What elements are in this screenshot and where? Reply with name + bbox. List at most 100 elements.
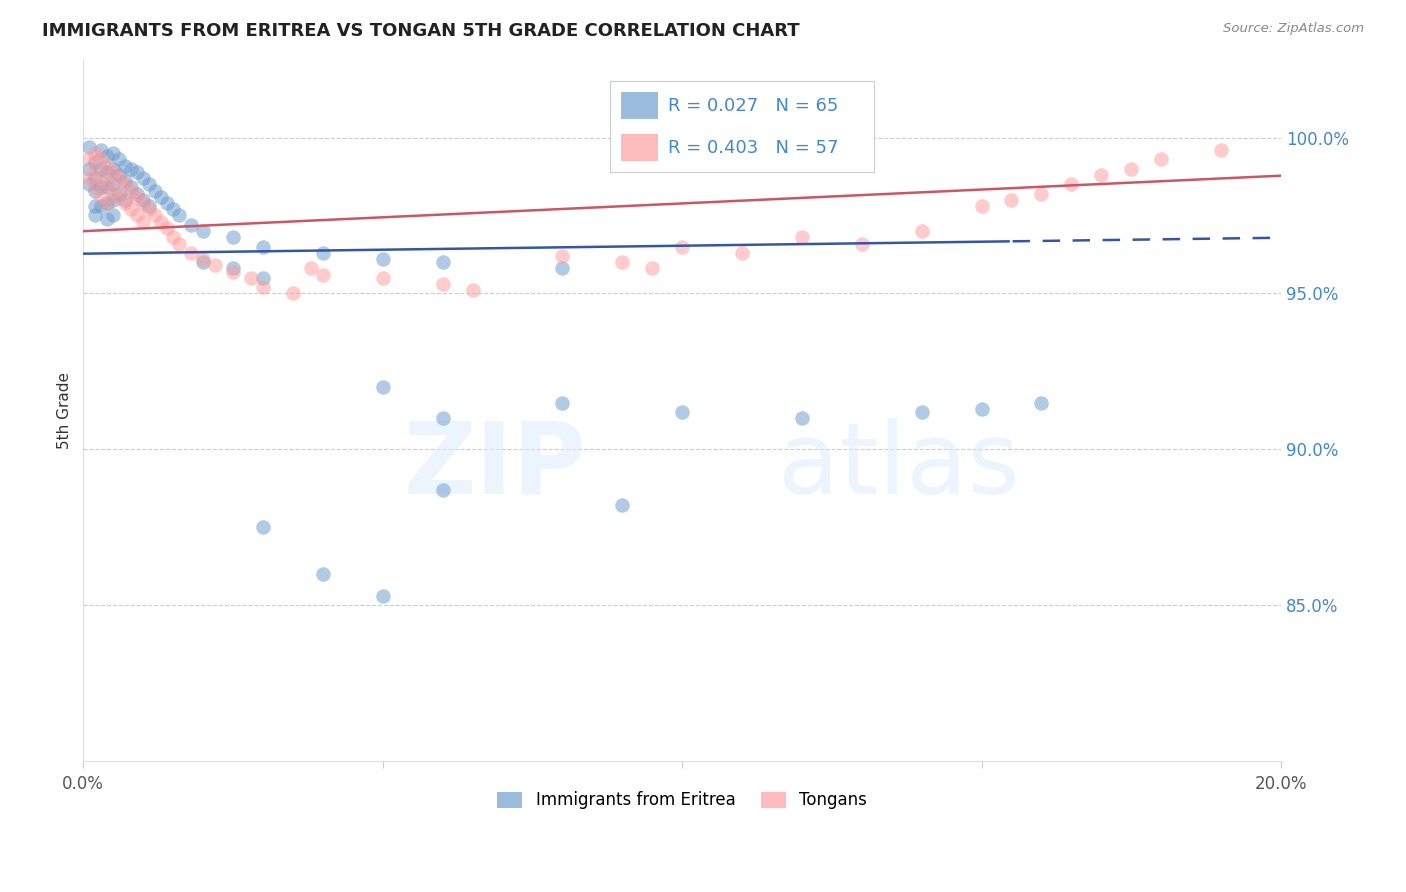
Point [96, 165, 118, 179]
Point [84, 184, 107, 198]
Point [180, 218, 202, 232]
Point [84, 155, 107, 169]
Point [461, 283, 484, 297]
Point [911, 224, 934, 238]
Point [312, 246, 335, 260]
Point [252, 270, 274, 285]
Point [970, 401, 993, 416]
Point [551, 261, 574, 276]
Point [671, 240, 693, 254]
Point [970, 199, 993, 213]
Point [162, 202, 184, 217]
Point [114, 178, 136, 192]
Point [96, 149, 118, 163]
Point [120, 161, 142, 176]
Point [167, 209, 190, 223]
Point [103, 209, 125, 223]
Point [790, 230, 813, 244]
Point [432, 411, 454, 425]
Point [167, 236, 190, 251]
Point [371, 589, 394, 603]
Point [143, 209, 166, 223]
Point [156, 221, 179, 235]
Point [127, 186, 149, 201]
Point [1150, 153, 1173, 167]
Point [731, 246, 754, 260]
Point [84, 146, 107, 161]
Point [96, 180, 118, 194]
Point [108, 186, 131, 201]
Point [180, 246, 202, 260]
Point [851, 236, 873, 251]
Point [108, 171, 131, 186]
Point [551, 249, 574, 263]
Point [84, 209, 107, 223]
Point [191, 224, 214, 238]
Point [222, 261, 245, 276]
Point [84, 171, 107, 186]
Point [90, 161, 112, 176]
Point [77, 178, 100, 192]
Point [432, 483, 454, 497]
Point [90, 143, 112, 157]
Point [1031, 395, 1053, 409]
Point [239, 270, 262, 285]
Point [204, 258, 226, 272]
Point [127, 209, 149, 223]
Point [120, 180, 142, 194]
Point [77, 171, 100, 186]
Point [90, 153, 112, 167]
Point [1000, 193, 1022, 207]
Point [90, 190, 112, 204]
Point [77, 153, 100, 167]
Point [1121, 161, 1143, 176]
Point [127, 190, 149, 204]
Point [103, 165, 125, 179]
Point [1031, 186, 1053, 201]
Point [90, 199, 112, 213]
Point [1090, 168, 1112, 182]
Point [114, 193, 136, 207]
Point [120, 184, 142, 198]
Point [281, 286, 304, 301]
Point [77, 161, 100, 176]
Point [132, 196, 155, 211]
Text: IMMIGRANTS FROM ERITREA VS TONGAN 5TH GRADE CORRELATION CHART: IMMIGRANTS FROM ERITREA VS TONGAN 5TH GR… [42, 22, 800, 40]
Legend: Immigrants from Eritrea, Tongans: Immigrants from Eritrea, Tongans [491, 785, 873, 816]
Point [138, 202, 160, 217]
Point [96, 196, 118, 211]
Point [103, 193, 125, 207]
Text: Source: ZipAtlas.com: Source: ZipAtlas.com [1223, 22, 1364, 36]
Point [252, 240, 274, 254]
Point [191, 252, 214, 267]
Point [551, 395, 574, 409]
Point [114, 196, 136, 211]
Point [432, 277, 454, 291]
Point [108, 168, 131, 182]
Point [127, 165, 149, 179]
Point [162, 230, 184, 244]
Point [432, 255, 454, 269]
Point [90, 180, 112, 194]
Point [96, 178, 118, 192]
Point [84, 199, 107, 213]
Point [143, 184, 166, 198]
Point [612, 499, 634, 513]
Point [1060, 178, 1083, 192]
Point [671, 405, 693, 419]
Point [103, 178, 125, 192]
Point [790, 411, 813, 425]
Point [371, 380, 394, 394]
Point [252, 520, 274, 534]
Point [612, 255, 634, 269]
Point [911, 405, 934, 419]
Point [299, 261, 322, 276]
Point [84, 180, 107, 194]
Point [114, 174, 136, 188]
Point [150, 190, 173, 204]
Point [312, 268, 335, 282]
Point [222, 264, 245, 278]
Point [132, 171, 155, 186]
Point [114, 159, 136, 173]
Point [252, 280, 274, 294]
